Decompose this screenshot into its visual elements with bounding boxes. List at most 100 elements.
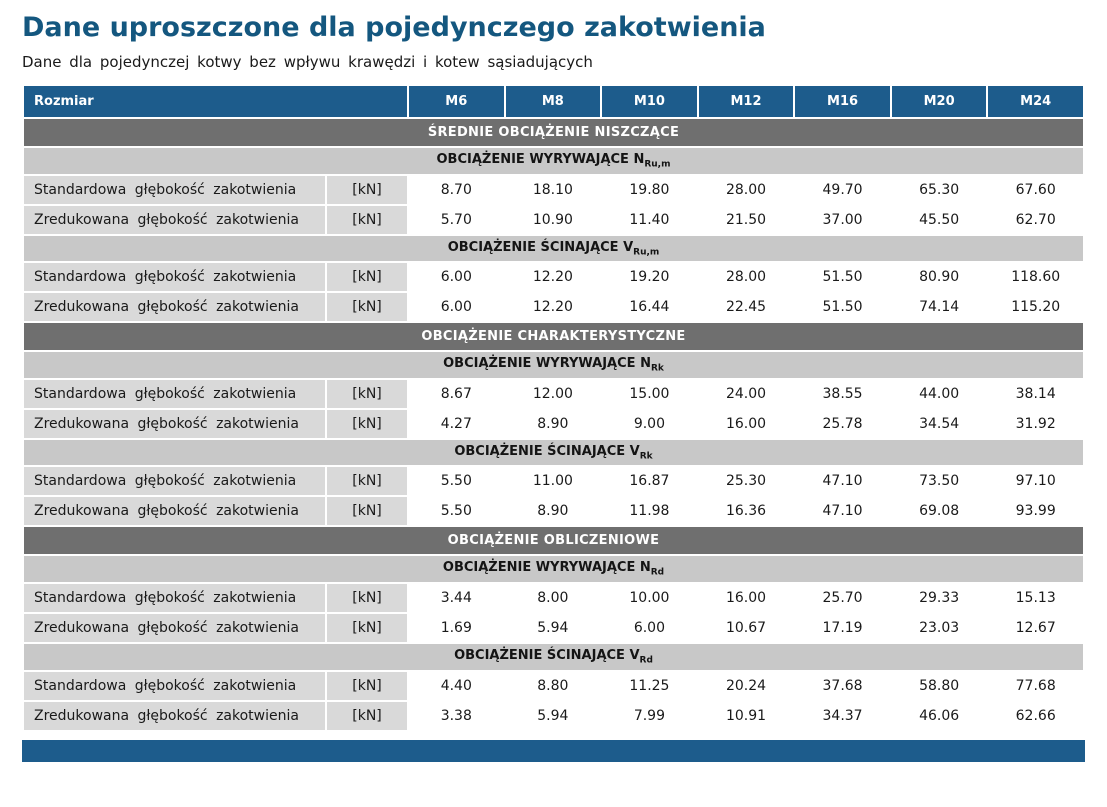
row-value: 115.20 bbox=[988, 293, 1083, 322]
size-header-row: Rozmiar M6 M8 M10 M12 M16 M20 M24 bbox=[24, 86, 1083, 117]
row-value: 7.99 bbox=[602, 701, 697, 730]
row-value: 16.00 bbox=[698, 583, 794, 612]
row-value: 12.20 bbox=[505, 263, 601, 292]
row-unit: [kN] bbox=[327, 379, 408, 408]
row-value: 17.19 bbox=[795, 613, 890, 642]
subsection-title: OBCIĄŻENIE WYRYWAJĄCE NRd bbox=[24, 556, 1083, 582]
subsection-title: OBCIĄŻENIE WYRYWAJĄCE NRu,m bbox=[24, 148, 1083, 174]
row-value: 18.10 bbox=[505, 175, 601, 204]
row-label: Zredukowana głębokość zakotwienia bbox=[24, 409, 325, 438]
table-row: Standardowa głębokość zakotwienia [kN] 6.0… bbox=[24, 263, 1083, 292]
page-subtitle: Dane dla pojedynczej kotwy bez wpływu kr… bbox=[22, 53, 593, 71]
row-value: 16.00 bbox=[698, 409, 794, 438]
row-value: 19.80 bbox=[602, 175, 697, 204]
size-header-m8: M8 bbox=[505, 86, 601, 117]
row-value: 93.99 bbox=[988, 497, 1083, 526]
subsection-title-subscript: Ru,m bbox=[644, 159, 671, 170]
subsection-title-subscript: Rk bbox=[639, 451, 653, 462]
subsection-title-text: OBCIĄŻENIE WYRYWAJĄCE N bbox=[436, 152, 645, 167]
table-row: Zredukowana głębokość zakotwienia [kN] 6.0… bbox=[24, 293, 1083, 322]
row-value: 47.10 bbox=[795, 497, 890, 526]
subsection-title-text: OBCIĄŻENIE WYRYWAJĄCE N bbox=[442, 560, 651, 576]
subsection-header-row: OBCIĄŻENIE ŚCINAJĄCE VRu,m bbox=[24, 235, 1083, 262]
row-label: Standardowa głębokość zakotwienia bbox=[24, 583, 325, 612]
size-header-m6: M6 bbox=[409, 86, 504, 117]
row-value: 24.00 bbox=[698, 379, 794, 408]
row-label: Standardowa głębokość zakotwienia bbox=[24, 379, 325, 408]
size-header-m24: M24 bbox=[988, 86, 1083, 117]
row-value: 19.20 bbox=[602, 263, 697, 292]
table-row: Standardowa głębokość zakotwienia [kN] 3.4… bbox=[24, 583, 1083, 612]
subsection-header-row: OBCIĄŻENIE WYRYWAJĄCE NRk bbox=[24, 352, 1083, 378]
row-value: 28.00 bbox=[698, 175, 794, 204]
row-unit: [kN] bbox=[327, 293, 408, 322]
row-value: 6.00 bbox=[409, 263, 504, 292]
row-unit: [kN] bbox=[327, 497, 408, 526]
row-value: 58.80 bbox=[891, 671, 987, 700]
subsection-title: OBCIĄŻENIE ŚCINAJĄCE VRk bbox=[24, 439, 1083, 466]
table-row: Standardowa głębokość zakotwienia [kN] 4.4… bbox=[24, 671, 1083, 700]
section-header-row: ŚREDNIE OBCIĄŻENIE NISZCZĄCE bbox=[24, 119, 1083, 146]
subsection-title-text: OBCIĄŻENIE ŚCINAJĄCE V bbox=[447, 239, 634, 255]
subsection-title-subscript: Rd bbox=[639, 655, 653, 666]
row-value: 22.45 bbox=[698, 293, 794, 322]
size-header-m12: M12 bbox=[698, 86, 794, 117]
row-value: 97.10 bbox=[988, 467, 1083, 496]
size-header-label: Rozmiar bbox=[24, 86, 408, 117]
row-value: 5.50 bbox=[409, 497, 504, 526]
table-row: Standardowa głębokość zakotwienia [kN] 8.7… bbox=[24, 175, 1083, 204]
row-value: 34.37 bbox=[795, 701, 890, 730]
subsection-header-row: OBCIĄŻENIE ŚCINAJĄCE VRk bbox=[24, 439, 1083, 466]
row-value: 37.00 bbox=[795, 205, 890, 234]
row-value: 20.24 bbox=[698, 671, 794, 700]
row-value: 10.91 bbox=[698, 701, 794, 730]
row-value: 77.68 bbox=[988, 671, 1083, 700]
row-value: 10.67 bbox=[698, 613, 794, 642]
row-value: 51.50 bbox=[795, 293, 890, 322]
page: Dane uproszczone dla pojedynczego zakotw… bbox=[22, 12, 1085, 762]
row-value: 44.00 bbox=[891, 379, 987, 408]
size-header-m20: M20 bbox=[891, 86, 987, 117]
row-value: 62.70 bbox=[988, 205, 1083, 234]
next-table-header-partial bbox=[22, 739, 1085, 762]
subsection-title-subscript: Rd bbox=[650, 567, 665, 578]
row-value: 16.44 bbox=[602, 293, 697, 322]
row-value: 62.66 bbox=[988, 701, 1083, 730]
row-value: 16.36 bbox=[698, 497, 794, 526]
row-value: 11.40 bbox=[602, 205, 697, 234]
section-title: ŚREDNIE OBCIĄŻENIE NISZCZĄCE bbox=[24, 119, 1083, 146]
row-unit: [kN] bbox=[327, 263, 408, 292]
row-value: 10.90 bbox=[505, 205, 601, 234]
row-label: Zredukowana głębokość zakotwienia bbox=[24, 701, 325, 730]
row-value: 3.44 bbox=[409, 583, 504, 612]
row-value: 12.20 bbox=[505, 293, 601, 322]
row-value: 69.08 bbox=[891, 497, 987, 526]
row-value: 74.14 bbox=[891, 293, 987, 322]
row-value: 11.25 bbox=[602, 671, 697, 700]
row-value: 9.00 bbox=[602, 409, 697, 438]
row-value: 45.50 bbox=[891, 205, 987, 234]
row-value: 25.70 bbox=[795, 583, 890, 612]
row-unit: [kN] bbox=[327, 205, 408, 234]
subsection-title: OBCIĄŻENIE ŚCINAJĄCE VRd bbox=[24, 643, 1083, 670]
row-unit: [kN] bbox=[327, 467, 408, 496]
row-value: 38.14 bbox=[988, 379, 1083, 408]
row-value: 21.50 bbox=[698, 205, 794, 234]
row-label: Standardowa głębokość zakotwienia bbox=[24, 467, 325, 496]
row-value: 16.87 bbox=[602, 467, 697, 496]
row-value: 29.33 bbox=[891, 583, 987, 612]
row-value: 65.30 bbox=[891, 175, 987, 204]
row-value: 5.70 bbox=[409, 205, 504, 234]
row-unit: [kN] bbox=[327, 671, 408, 700]
row-value: 15.00 bbox=[602, 379, 697, 408]
row-value: 8.70 bbox=[409, 175, 504, 204]
row-value: 25.78 bbox=[795, 409, 890, 438]
subsection-header-row: OBCIĄŻENIE WYRYWAJĄCE NRd bbox=[24, 556, 1083, 582]
row-value: 47.10 bbox=[795, 467, 890, 496]
row-value: 4.40 bbox=[409, 671, 504, 700]
row-value: 1.69 bbox=[409, 613, 504, 642]
subsection-title-subscript: Ru,m bbox=[633, 247, 660, 258]
row-value: 12.00 bbox=[505, 379, 601, 408]
row-value: 31.92 bbox=[988, 409, 1083, 438]
subsection-header-row: OBCIĄŻENIE ŚCINAJĄCE VRd bbox=[24, 643, 1083, 670]
